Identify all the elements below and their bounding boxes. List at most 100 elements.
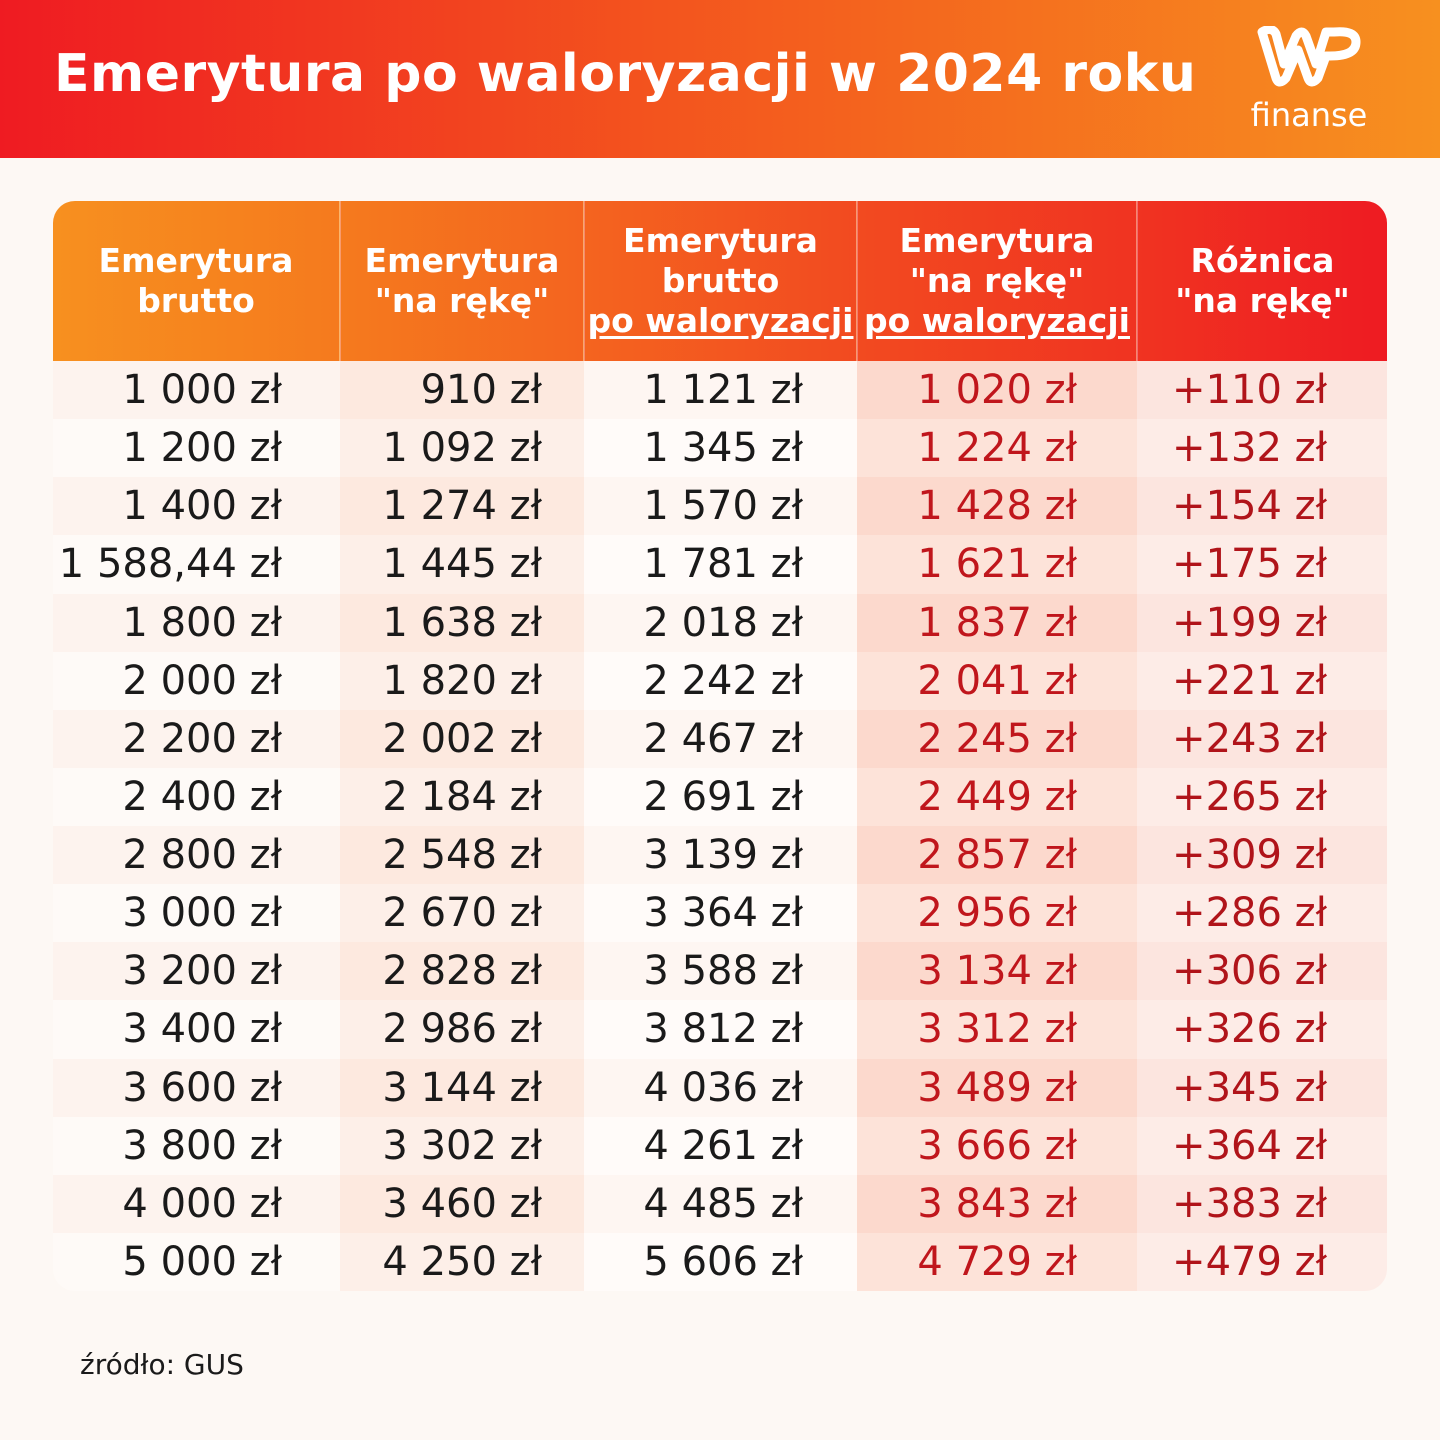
table-row: 3 000 zł 2 670 zł 3 364 zł 2 956 zł +286 zł <box>53 884 1387 943</box>
table-header-row: Emerytura brutto Emerytura "na rękę" Emery… <box>53 201 1387 361</box>
table-cell: 3 302 zł <box>340 1116 584 1175</box>
table-cell: 3 666 zł <box>857 1116 1137 1175</box>
table-cell: +132 zł <box>1137 419 1387 478</box>
table-cell: +243 zł <box>1137 709 1387 768</box>
table-cell: +326 zł <box>1137 1000 1387 1059</box>
wp-logo-icon <box>1257 26 1361 87</box>
table-cell: 1 000 zł <box>53 361 340 420</box>
table-cell: 2 670 zł <box>340 884 584 943</box>
table-cell: 3 812 zł <box>584 1000 857 1059</box>
table-cell: 1 092 zł <box>340 419 584 478</box>
table-cell: 2 548 zł <box>340 826 584 885</box>
table-cell: 1 428 zł <box>857 477 1137 536</box>
data-table: Emerytura brutto Emerytura "na rękę" Emery… <box>53 201 1387 1291</box>
table-row: 3 200 zł 2 828 zł 3 588 zł 3 134 zł +306 zł <box>53 942 1387 1001</box>
table-cell: 1 588,44 zł <box>53 535 340 594</box>
table-cell: 2 200 zł <box>53 709 340 768</box>
table-cell: +479 zł <box>1137 1232 1387 1291</box>
table-cell: 3 400 zł <box>53 1000 340 1059</box>
table-row: 1 800 zł 1 638 zł 2 018 zł 1 837 zł +199 zł <box>53 593 1387 652</box>
table-cell: 910 zł <box>340 361 584 420</box>
table-cell: +110 zł <box>1137 361 1387 420</box>
table-cell: 4 261 zł <box>584 1116 857 1175</box>
table-cell: 2 018 zł <box>584 593 857 652</box>
table-cell: 2 800 zł <box>53 826 340 885</box>
table-cell: 4 036 zł <box>584 1058 857 1117</box>
table-cell: 1 020 zł <box>857 361 1137 420</box>
table-cell: 2 691 zł <box>584 767 857 826</box>
table-cell: 2 184 zł <box>340 767 584 826</box>
table-cell: 2 242 zł <box>584 651 857 710</box>
table-cell: 1 445 zł <box>340 535 584 594</box>
table-row: 5 000 zł 4 250 zł 5 606 zł 4 729 zł +479 zł <box>53 1232 1387 1291</box>
table-cell: +286 zł <box>1137 884 1387 943</box>
header-net: Emerytura "na rękę" <box>340 201 585 361</box>
table-cell: +345 zł <box>1137 1058 1387 1117</box>
table-cell: 1 621 zł <box>857 535 1137 594</box>
table-row: 2 000 zł 1 820 zł 2 242 zł 2 041 zł +221 zł <box>53 651 1387 710</box>
table-row: 3 400 zł 2 986 zł 3 812 zł 3 312 zł +326 zł <box>53 1000 1387 1059</box>
table-cell: 2 041 zł <box>857 651 1137 710</box>
table-cell: +383 zł <box>1137 1174 1387 1233</box>
table-cell: 1 400 zł <box>53 477 340 536</box>
table-cell: 3 800 zł <box>53 1116 340 1175</box>
table-cell: 2 467 zł <box>584 709 857 768</box>
table-cell: 4 485 zł <box>584 1174 857 1233</box>
table-cell: 4 250 zł <box>340 1232 584 1291</box>
table-cell: 2 400 zł <box>53 767 340 826</box>
table-cell: 3 144 zł <box>340 1058 584 1117</box>
table-cell: 1 800 zł <box>53 593 340 652</box>
table-cell: +364 zł <box>1137 1116 1387 1175</box>
table-cell: 2 857 zł <box>857 826 1137 885</box>
table-cell: 3 134 zł <box>857 942 1137 1001</box>
table-cell: 4 000 zł <box>53 1174 340 1233</box>
table-cell: +221 zł <box>1137 651 1387 710</box>
header-gross-after: Emerytura brutto po waloryzacji <box>584 201 858 361</box>
table-cell: 1 121 zł <box>584 361 857 420</box>
table-cell: 3 200 zł <box>53 942 340 1001</box>
table-cell: 3 489 zł <box>857 1058 1137 1117</box>
table-cell: 2 986 zł <box>340 1000 584 1059</box>
table-cell: 1 781 zł <box>584 535 857 594</box>
header-banner: Emerytura po waloryzacji w 2024 roku fin… <box>0 0 1440 158</box>
table-cell: 1 820 zł <box>340 651 584 710</box>
table-cell: 3 364 zł <box>584 884 857 943</box>
source-note: źródło: GUS <box>80 1348 244 1381</box>
table-row: 3 600 zł 3 144 zł 4 036 zł 3 489 zł +345 zł <box>53 1058 1387 1117</box>
table-row: 1 400 zł 1 274 zł 1 570 zł 1 428 zł +154 zł <box>53 477 1387 536</box>
pension-table: Emerytura brutto Emerytura "na rękę" Emery… <box>53 201 1387 1291</box>
table-cell: 3 600 zł <box>53 1058 340 1117</box>
logo-subtitle: finanse <box>1250 96 1368 134</box>
header-net-after: Emerytura "na rękę" po waloryzacji <box>857 201 1138 361</box>
table-cell: +265 zł <box>1137 767 1387 826</box>
table-cell: 1 200 zł <box>53 419 340 478</box>
table-cell: 2 000 zł <box>53 651 340 710</box>
table-cell: 1 570 zł <box>584 477 857 536</box>
table-cell: 3 139 zł <box>584 826 857 885</box>
table-cell: 3 312 zł <box>857 1000 1137 1059</box>
table-cell: +306 zł <box>1137 942 1387 1001</box>
table-cell: 2 245 zł <box>857 709 1137 768</box>
header-gross: Emerytura brutto <box>53 201 341 361</box>
wp-finanse-logo: finanse <box>1250 26 1370 136</box>
table-row: 2 400 zł 2 184 zł 2 691 zł 2 449 zł +265 zł <box>53 767 1387 826</box>
table-cell: 5 000 zł <box>53 1232 340 1291</box>
page-title: Emerytura po waloryzacji w 2024 roku <box>54 44 1197 104</box>
table-cell: +154 zł <box>1137 477 1387 536</box>
table-cell: 4 729 zł <box>857 1232 1137 1291</box>
table-cell: 5 606 zł <box>584 1232 857 1291</box>
table-cell: 1 224 zł <box>857 419 1137 478</box>
table-cell: 2 002 zł <box>340 709 584 768</box>
header-difference: Różnica "na rękę" <box>1137 201 1387 361</box>
table-cell: 2 449 zł <box>857 767 1137 826</box>
table-cell: 3 588 zł <box>584 942 857 1001</box>
table-row: 1 200 zł 1 092 zł 1 345 zł 1 224 zł +132 zł <box>53 419 1387 478</box>
table-row: 2 800 zł 2 548 zł 3 139 zł 2 857 zł +309 zł <box>53 826 1387 885</box>
table-cell: 1 345 zł <box>584 419 857 478</box>
table-row: 4 000 zł 3 460 zł 4 485 zł 3 843 zł +383 zł <box>53 1174 1387 1233</box>
table-cell: 3 843 zł <box>857 1174 1137 1233</box>
table-cell: 3 460 zł <box>340 1174 584 1233</box>
table-cell: 1 274 zł <box>340 477 584 536</box>
table-row: 1 588,44 zł 1 445 zł 1 781 zł 1 621 zł +175 … <box>53 535 1387 594</box>
table-cell: +309 zł <box>1137 826 1387 885</box>
